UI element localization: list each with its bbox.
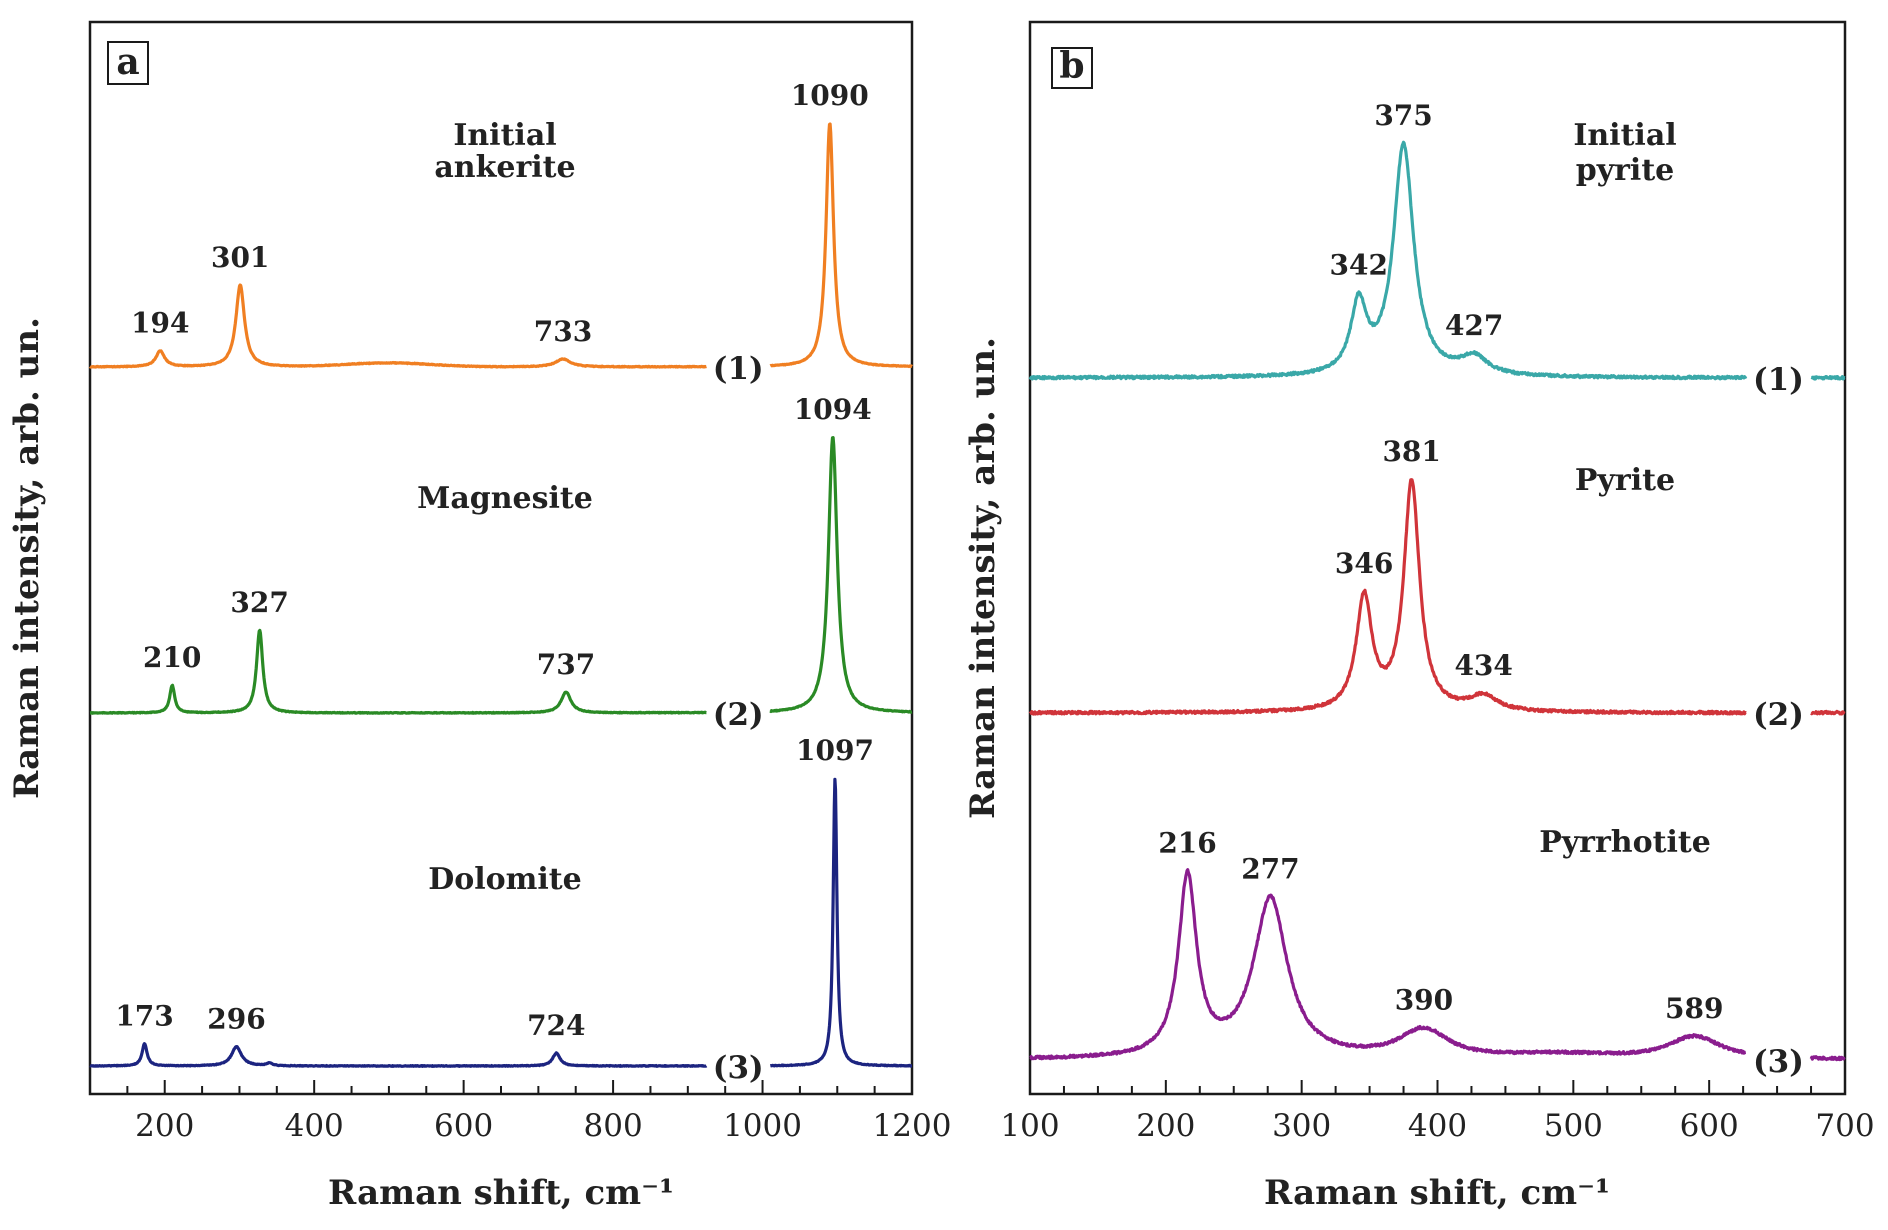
plot-frame [1028,20,1847,1096]
spectrum-line-2-left [1028,478,1747,716]
mineral-name-label: Magnesite [417,481,593,516]
spectrum-line-2-left [88,628,708,715]
peak-label: 194 [131,307,189,340]
spectrum-line-1-right [1810,375,1846,381]
peak-label: 375 [1374,99,1432,132]
mineral-name-label: pyrite [1576,153,1675,188]
peak-label: 434 [1454,649,1512,682]
series-index-label: (3) [1753,1044,1804,1080]
peak-label: 173 [115,1000,173,1033]
peak-label: 301 [211,241,269,274]
mineral-name-label: Pyrite [1575,463,1675,498]
spectrum-line-3-right [1809,1055,1846,1062]
spectrum-line-2-right [1810,709,1846,716]
x-axis-title: Raman shift, cm⁻¹ [328,1173,674,1213]
x-tick-label: 600 [1680,1108,1739,1144]
peak-label: 589 [1665,992,1723,1025]
panel-b: b 100 200 300 400 500 600 700 Raman shift, cm⁻¹ R… [963,20,1875,1213]
y-axis-title: Raman intensity, arb. un. [963,337,1003,819]
mineral-name-label: Initial [1573,118,1676,153]
x-tick-label: 500 [1544,1108,1603,1144]
series-index-label: (1) [713,351,764,387]
y-axis-title: Raman intensity, arb. un. [7,317,47,799]
series-index-label: (2) [1753,697,1804,733]
spectrum-line-1-left [88,283,708,369]
x-tick-label: 1200 [873,1108,952,1144]
panel-letter: b [1059,45,1084,87]
x-tick-label: 200 [1136,1108,1195,1144]
x-tick-label: 300 [1272,1108,1331,1144]
spectrum-line-1-right [769,122,914,369]
mineral-name-label: Pyrrhotite [1539,825,1711,860]
peak-label: 381 [1382,435,1440,468]
peak-label: 216 [1158,827,1216,860]
peak-label: 390 [1395,983,1453,1016]
x-tick-label: 100 [1000,1108,1059,1144]
x-tick-label: 1000 [723,1108,802,1144]
series-index-label: (3) [713,1050,764,1086]
panel-a: a 200 400 600 800 1000 1200 Raman shift, cm⁻¹ Ra… [7,20,952,1213]
peak-label: 1097 [796,734,874,767]
series-index-label: (1) [1753,362,1804,398]
series-index-label: (2) [713,697,764,733]
x-tick-label: 400 [285,1108,344,1144]
x-tick-label: 800 [584,1108,643,1144]
mineral-name-label: ankerite [434,150,575,185]
peak-label: 296 [207,1003,265,1036]
x-tick-label: 200 [135,1108,194,1144]
peak-label: 346 [1335,547,1393,580]
peak-label: 737 [537,648,595,681]
x-tick-label: 600 [434,1108,493,1144]
peak-label: 342 [1329,249,1387,282]
spectrum-line-2-right [769,436,914,714]
peak-label: 277 [1241,852,1299,885]
spectrum-line-1-left [1028,140,1748,381]
peak-label: 327 [230,586,288,619]
x-axis-title: Raman shift, cm⁻¹ [1264,1173,1610,1213]
mineral-name-label: Dolomite [428,862,582,897]
spectrum-line-3-left [1028,868,1747,1061]
x-tick-label: 400 [1408,1108,1467,1144]
panel-letter-box [107,41,149,85]
panel-letter-box [1051,47,1093,89]
peak-label: 733 [534,315,592,348]
panel-letter: a [116,41,139,83]
mineral-name-label: Initial [453,118,556,153]
peak-label: 724 [527,1009,585,1042]
x-tick-label: 700 [1815,1108,1874,1144]
peak-label: 1094 [794,393,872,426]
peak-label: 427 [1445,309,1503,342]
spectrum-line-3-left [88,1042,708,1068]
peak-label: 1090 [791,79,869,112]
peak-label: 210 [143,641,201,674]
spectrum-line-3-right [769,777,914,1068]
